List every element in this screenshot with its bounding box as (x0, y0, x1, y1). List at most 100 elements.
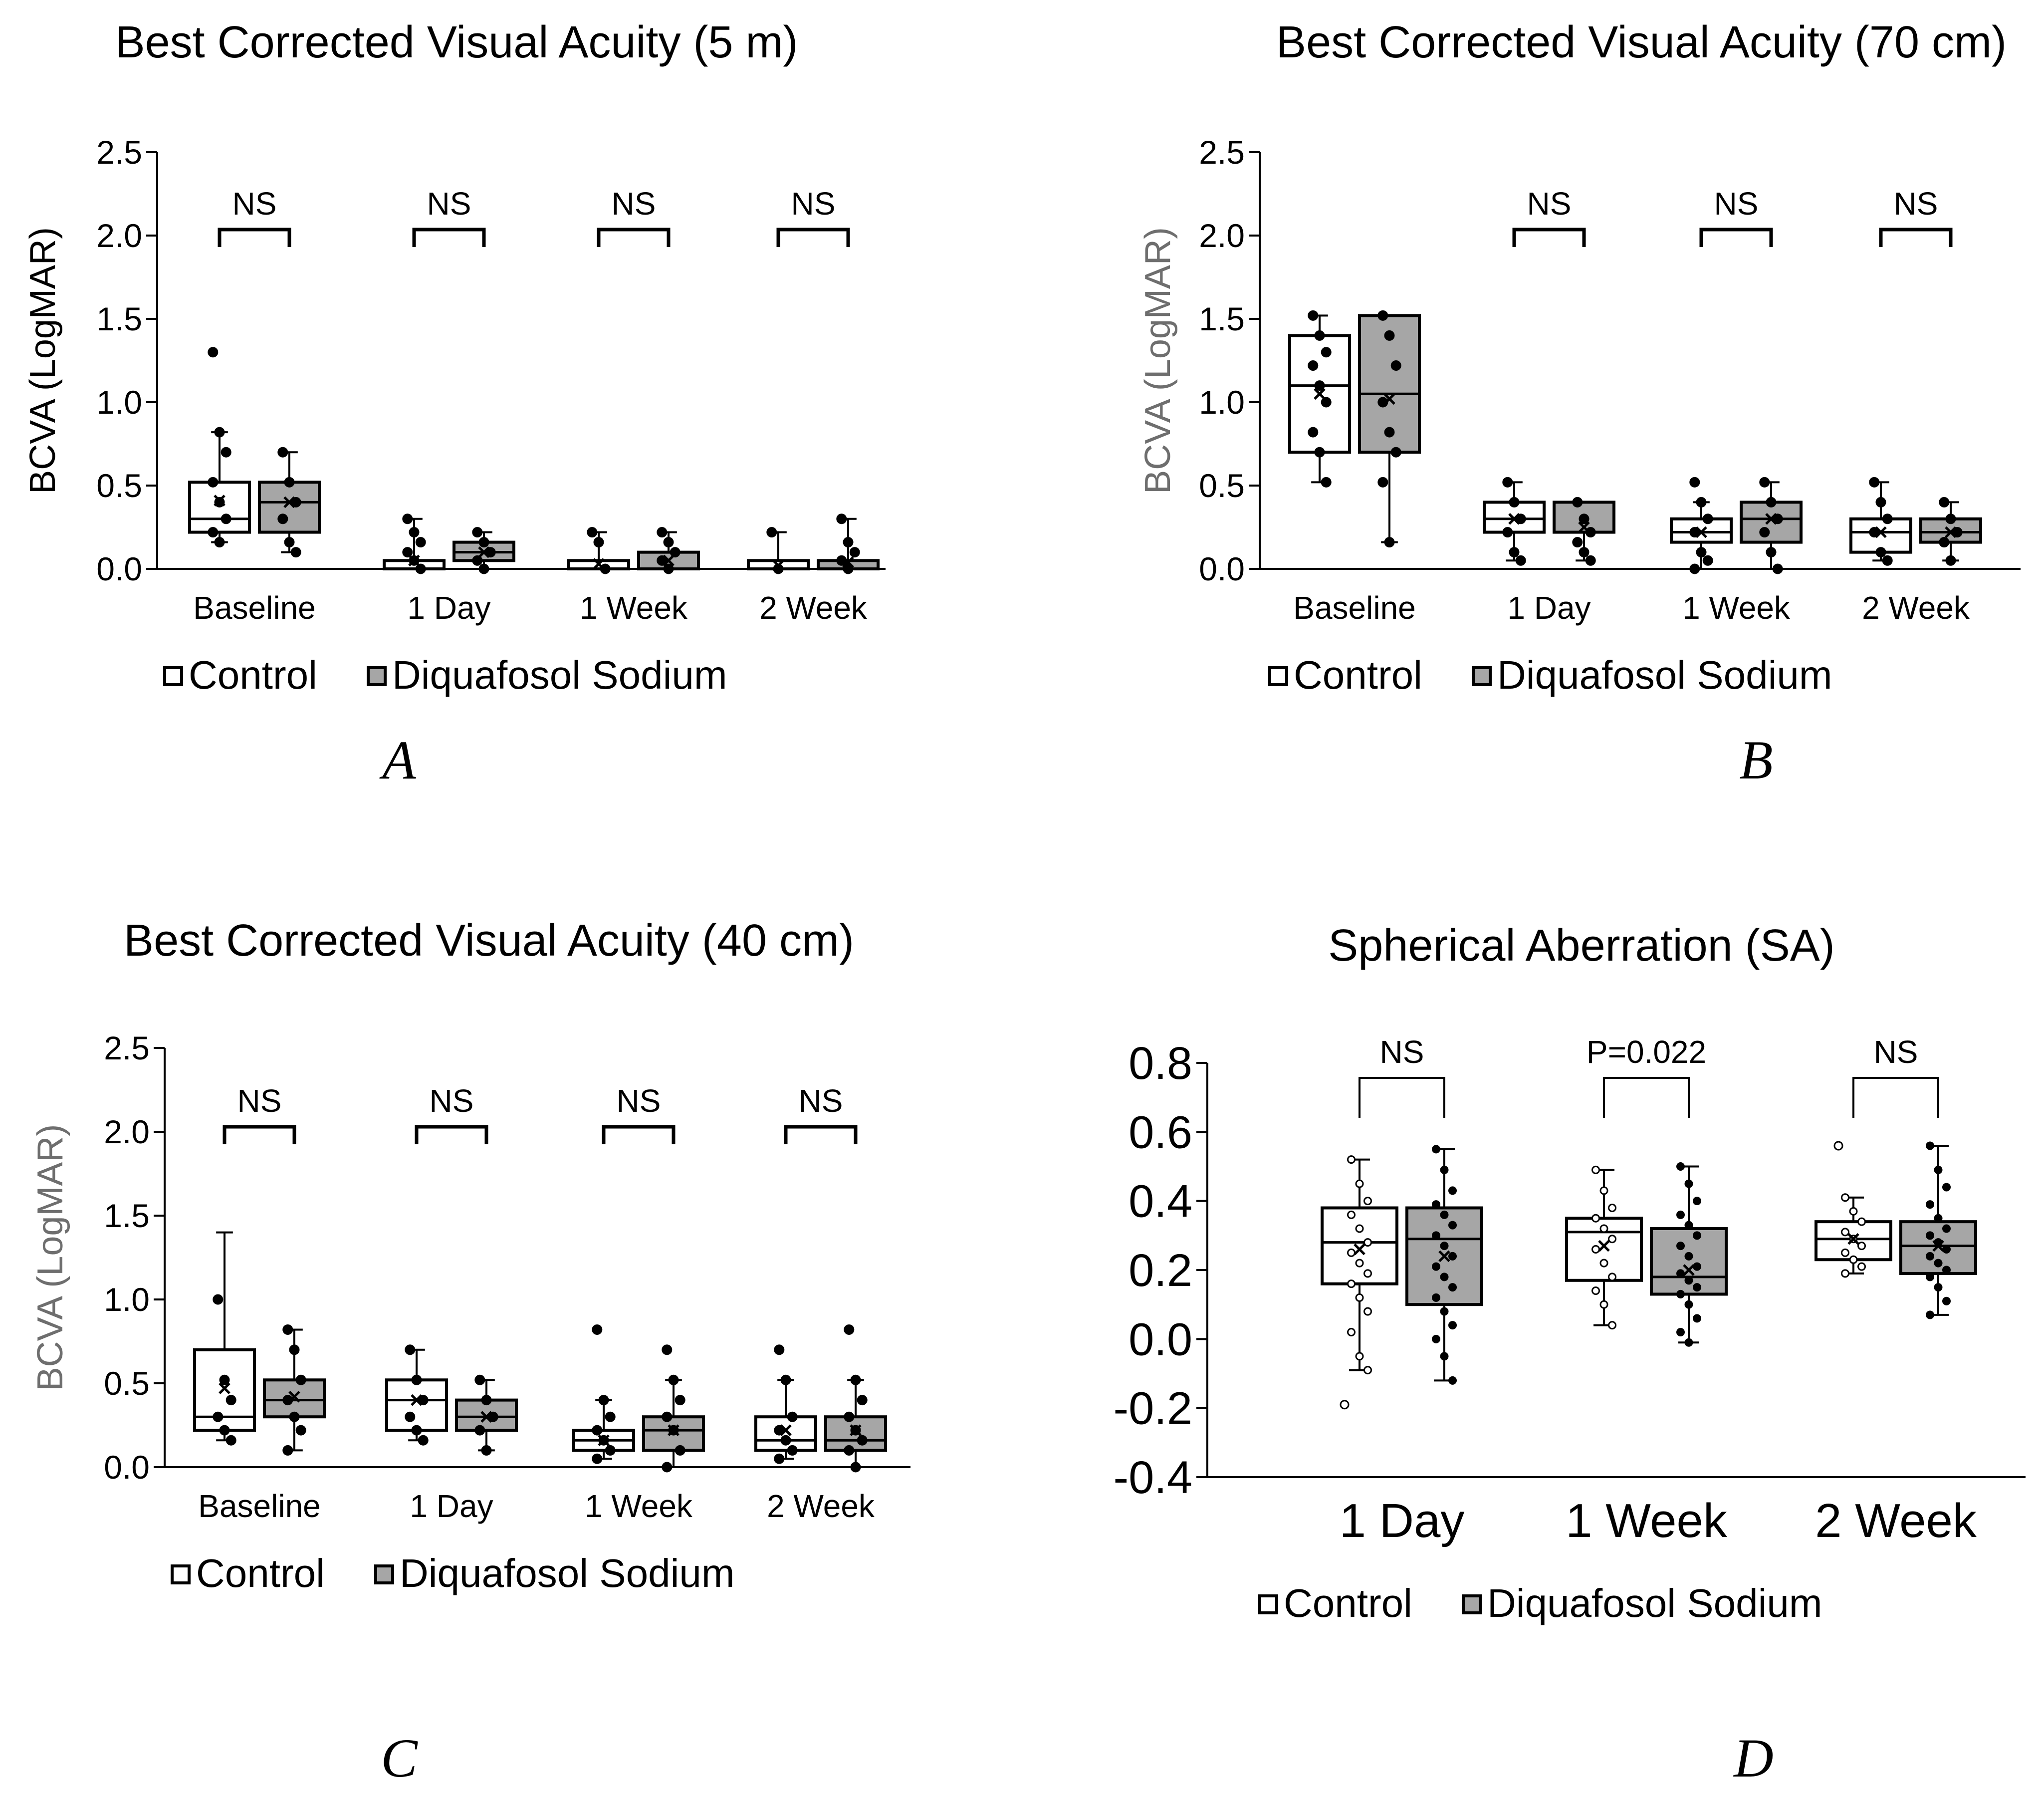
data-point (289, 1344, 300, 1355)
box-control (1321, 1155, 1398, 1410)
y-tick-label: 0.4 (1129, 1176, 1192, 1227)
data-point (1515, 513, 1526, 524)
mean-marker (1847, 1233, 1859, 1245)
data-point (1591, 1214, 1600, 1223)
data-point (844, 1324, 855, 1335)
data-point (1939, 537, 1950, 548)
data-point (1608, 1204, 1616, 1212)
data-point (663, 563, 674, 574)
data-point (226, 1395, 236, 1406)
y-tick-label: 1.5 (96, 300, 142, 337)
box-diquafosol (263, 1324, 326, 1456)
significance-label: NS (1874, 1034, 1918, 1070)
significance-bracket (1359, 1077, 1445, 1118)
data-point (1942, 1183, 1951, 1192)
mean-marker (663, 554, 675, 567)
data-point (1676, 1289, 1685, 1298)
data-point (1766, 547, 1777, 558)
data-point (1684, 1276, 1693, 1285)
data-point (598, 1395, 609, 1406)
data-point (472, 527, 483, 538)
box-diquafosol (1358, 310, 1421, 548)
data-point (1355, 1352, 1364, 1361)
data-point (290, 547, 301, 558)
data-point (780, 1435, 791, 1446)
outlier-point (1340, 1400, 1350, 1410)
data-point (415, 563, 426, 574)
x-category-label: 1 Week (580, 590, 688, 626)
significance-label: NS (1714, 186, 1759, 222)
data-point (1440, 1210, 1449, 1219)
data-point (1952, 527, 1963, 538)
data-point (857, 1395, 868, 1406)
y-tick-label: 2.5 (104, 1029, 150, 1066)
legend-label-diquafosol: Diquafosol Sodium (392, 653, 727, 697)
x-category-label: Baseline (1293, 590, 1416, 626)
data-point (675, 1395, 685, 1406)
legend: Control Diquafosol Sodium (163, 653, 727, 697)
mean-x-stroke (1765, 513, 1777, 525)
data-point (1684, 1252, 1693, 1261)
data-point (1599, 1224, 1608, 1233)
significance-bracket (602, 1125, 676, 1144)
box-control (572, 1324, 635, 1464)
y-tick-label: 2.0 (104, 1113, 150, 1150)
mean-marker (214, 495, 226, 507)
data-point (213, 1411, 224, 1422)
data-point (405, 1344, 416, 1355)
box-diquafosol (453, 527, 515, 574)
data-point (1608, 1235, 1616, 1244)
mean-marker (668, 1424, 680, 1436)
data-point (605, 1411, 616, 1422)
data-point (1432, 1145, 1440, 1154)
significance-label: NS (237, 1083, 282, 1119)
data-point (1347, 1155, 1356, 1164)
mean-marker (1383, 393, 1395, 405)
data-point (780, 1374, 791, 1385)
data-point (1689, 527, 1700, 538)
x-category-label: Baseline (198, 1488, 321, 1524)
x-category-label: 1 Week (1566, 1494, 1728, 1547)
panel-C: Best Corrected Visual Acuity (40 cm) 0.0 0… (30, 916, 910, 1789)
data-point (1934, 1283, 1943, 1292)
chart-title: Best Corrected Visual Acuity (70 cm) (1276, 17, 2007, 67)
data-point (1684, 1338, 1693, 1347)
data-point (1440, 1273, 1449, 1281)
mean-x-stroke (780, 1424, 792, 1436)
mean-marker (780, 1424, 792, 1436)
y-tick-label: -0.4 (1113, 1452, 1192, 1503)
significance-label: NS (791, 186, 836, 222)
y-tick-label: 0.0 (1199, 550, 1245, 587)
y-tick-label: 0.6 (1129, 1107, 1192, 1158)
data-point (1693, 1231, 1701, 1240)
data-point (1440, 1242, 1449, 1251)
data-point (1869, 527, 1880, 538)
box-diquafosol (258, 447, 321, 558)
data-point (1841, 1228, 1849, 1237)
data-point (592, 1453, 603, 1464)
data-point (1676, 1162, 1685, 1171)
data-point (219, 1374, 230, 1385)
data-point (857, 1435, 868, 1446)
mean-x-stroke (288, 1391, 300, 1403)
legend-swatch-control (163, 666, 183, 686)
data-point (1696, 547, 1707, 558)
data-point (849, 547, 860, 558)
box-diquafosol (1919, 497, 1982, 566)
mean-marker (1765, 513, 1777, 525)
panel-letter: A (379, 730, 416, 790)
legend-label-control: Control (1294, 653, 1422, 697)
data-point (1926, 1252, 1934, 1261)
box-iqr (385, 1378, 448, 1432)
data-point (1308, 360, 1319, 371)
data-point (1599, 1186, 1608, 1195)
data-point (1515, 555, 1526, 566)
mean-x-stroke (480, 1411, 492, 1423)
box-diquafosol (1740, 477, 1803, 574)
data-point (1926, 1200, 1934, 1209)
mean-marker (478, 546, 490, 558)
data-point (1572, 497, 1583, 508)
legend-swatch-diquafosol (1472, 666, 1492, 686)
mean-x-stroke (411, 1394, 423, 1406)
data-point (219, 1425, 230, 1436)
